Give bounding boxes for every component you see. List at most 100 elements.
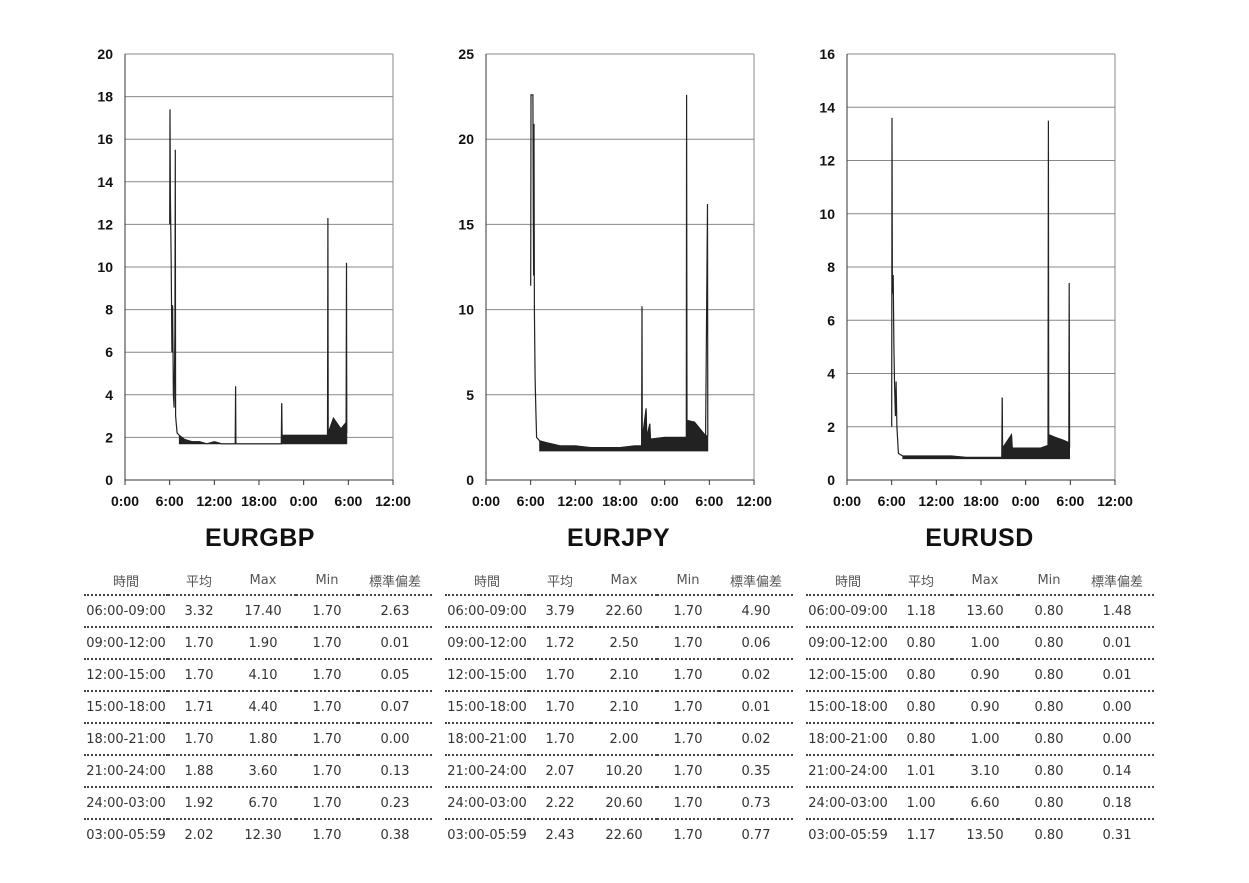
table-cell: 0.00 bbox=[1080, 690, 1154, 723]
table-row: 24:00-03:00 1.92 6.70 1.70 0.23 bbox=[84, 786, 432, 819]
panel-eurgbp: 0 2 4 6 8 10 12 14 16 18 20 0:00 6:00 12:00 18:00 0:00 6… bbox=[80, 0, 440, 883]
column-header: Min bbox=[676, 572, 700, 588]
table-cell: 15:00-18:00 bbox=[445, 690, 529, 723]
table-cell: 06:00-09:00 bbox=[806, 594, 890, 627]
y-tick-label: 15 bbox=[458, 216, 474, 232]
table-cell: 09:00-12:00 bbox=[806, 626, 890, 659]
chart-title: EURGBP bbox=[205, 524, 315, 552]
table-cell: 1.70 bbox=[529, 690, 591, 723]
table-row: 24:00-03:00 2.22 20.60 1.70 0.73 bbox=[445, 786, 793, 819]
x-tick-label: 0:00 bbox=[472, 493, 500, 509]
table-cell: 2.10 bbox=[591, 690, 657, 723]
table-cell: 1.70 bbox=[296, 754, 358, 787]
table-cell: 21:00-24:00 bbox=[84, 754, 168, 787]
table-cell: 21:00-24:00 bbox=[445, 754, 529, 787]
table-cell: 0.31 bbox=[1080, 818, 1154, 850]
table-cell: 1.70 bbox=[657, 754, 719, 787]
table-cell: 4.40 bbox=[230, 690, 296, 723]
table-cell: 0.80 bbox=[1018, 786, 1080, 819]
x-tick-label: 6:00 bbox=[878, 493, 906, 509]
table-cell: 0.14 bbox=[1080, 754, 1154, 787]
table-row: 12:00-15:00 1.70 4.10 1.70 0.05 bbox=[84, 658, 432, 691]
x-tick-label: 0:00 bbox=[1012, 493, 1040, 509]
table-cell: 15:00-18:00 bbox=[84, 690, 168, 723]
table-cell: 0.00 bbox=[358, 722, 432, 755]
table-cell: 4.90 bbox=[719, 594, 793, 627]
x-tick-label: 12:00 bbox=[196, 493, 232, 509]
table-cell: 1.70 bbox=[657, 658, 719, 691]
chart-title: EURJPY bbox=[566, 524, 671, 552]
table-cell: 12:00-15:00 bbox=[445, 658, 529, 691]
table-cell: 2.43 bbox=[529, 818, 591, 850]
chart-eurgbp: 0 2 4 6 8 10 12 14 16 18 20 0:00 6:00 12:00 18:00 0:00 6… bbox=[97, 46, 411, 509]
table-cell: 1.80 bbox=[230, 722, 296, 755]
table-cell: 18:00-21:00 bbox=[445, 722, 529, 755]
table-cell: 1.72 bbox=[529, 626, 591, 659]
table-cell: 1.70 bbox=[657, 722, 719, 755]
table-cell: 1.70 bbox=[296, 690, 358, 723]
table-cell: 0.90 bbox=[952, 658, 1018, 691]
table-cell: 1.70 bbox=[657, 626, 719, 659]
table-cell: 0.80 bbox=[890, 658, 952, 691]
column-header: 標準偏差 bbox=[729, 574, 782, 590]
table-cell: 1.00 bbox=[890, 786, 952, 819]
table-cell: 0.13 bbox=[358, 754, 432, 787]
table-cell: 12:00-15:00 bbox=[84, 658, 168, 691]
table-cell: 0.80 bbox=[1018, 754, 1080, 787]
table-cell: 0.35 bbox=[719, 754, 793, 787]
table-cell: 1.70 bbox=[296, 658, 358, 691]
chart-eurusd: 0 2 4 6 8 10 12 14 16 0:00 6:00 12:00 18:00 0:00 6:00 1… bbox=[819, 46, 1133, 509]
table-cell: 0.80 bbox=[890, 722, 952, 755]
table-row: 09:00-12:00 1.70 1.90 1.70 0.01 bbox=[84, 626, 432, 659]
table-cell: 1.70 bbox=[296, 594, 358, 627]
table-cell: 2.02 bbox=[168, 818, 230, 850]
table-cell: 0.01 bbox=[1080, 658, 1154, 691]
table-cell: 1.70 bbox=[529, 658, 591, 691]
y-tick-label: 0 bbox=[105, 472, 113, 488]
table-cell: 0.80 bbox=[1018, 594, 1080, 627]
y-tick-label: 16 bbox=[97, 131, 113, 147]
table-cell: 1.70 bbox=[168, 626, 230, 659]
y-tick-label: 10 bbox=[97, 259, 113, 275]
table-cell: 1.48 bbox=[1080, 594, 1154, 627]
table-cell: 0.80 bbox=[1018, 818, 1080, 850]
table-row: 03:00-05:59 2.02 12.30 1.70 0.38 bbox=[84, 818, 432, 850]
column-header: 標準偏差 bbox=[368, 574, 421, 590]
column-header: 標準偏差 bbox=[1090, 574, 1143, 590]
y-tick-label: 2 bbox=[105, 429, 113, 445]
table-row: 06:00-09:00 3.79 22.60 1.70 4.90 bbox=[445, 594, 793, 627]
y-tick-label: 14 bbox=[819, 99, 835, 115]
column-header: 時間 bbox=[112, 574, 139, 590]
table-cell: 0.23 bbox=[358, 786, 432, 819]
table-cell: 24:00-03:00 bbox=[445, 786, 529, 819]
table-cell: 1.00 bbox=[952, 626, 1018, 659]
table-cell: 0.01 bbox=[719, 690, 793, 723]
table-cell: 0.01 bbox=[358, 626, 432, 659]
x-tick-label: 6:00 bbox=[695, 493, 723, 509]
table-cell: 1.70 bbox=[657, 786, 719, 819]
x-tick-label: 18:00 bbox=[963, 493, 999, 509]
table-cell: 0.80 bbox=[1018, 690, 1080, 723]
table-row: 09:00-12:00 0.80 1.00 0.80 0.01 bbox=[806, 626, 1154, 659]
table-cell: 21:00-24:00 bbox=[806, 754, 890, 787]
table-cell: 1.70 bbox=[296, 626, 358, 659]
table-cell: 24:00-03:00 bbox=[806, 786, 890, 819]
table-row: 18:00-21:00 1.70 1.80 1.70 0.00 bbox=[84, 722, 432, 755]
y-tick-label: 6 bbox=[105, 344, 113, 360]
table-cell: 24:00-03:00 bbox=[84, 786, 168, 819]
table-row: 09:00-12:00 1.72 2.50 1.70 0.06 bbox=[445, 626, 793, 659]
table-cell: 4.10 bbox=[230, 658, 296, 691]
x-tick-label: 0:00 bbox=[290, 493, 318, 509]
table-cell: 0.90 bbox=[952, 690, 1018, 723]
table-cell: 2.00 bbox=[591, 722, 657, 755]
table-cell: 0.05 bbox=[358, 658, 432, 691]
y-tick-label: 5 bbox=[466, 387, 474, 403]
table-cell: 0.00 bbox=[1080, 722, 1154, 755]
table-cell: 1.71 bbox=[168, 690, 230, 723]
table-row: 06:00-09:00 1.18 13.60 0.80 1.48 bbox=[806, 594, 1154, 627]
x-tick-label: 0:00 bbox=[833, 493, 861, 509]
column-header: 平均 bbox=[185, 574, 212, 590]
y-tick-label: 20 bbox=[97, 46, 113, 62]
x-tick-label: 6:00 bbox=[1056, 493, 1084, 509]
table-row: 12:00-15:00 0.80 0.90 0.80 0.01 bbox=[806, 658, 1154, 691]
